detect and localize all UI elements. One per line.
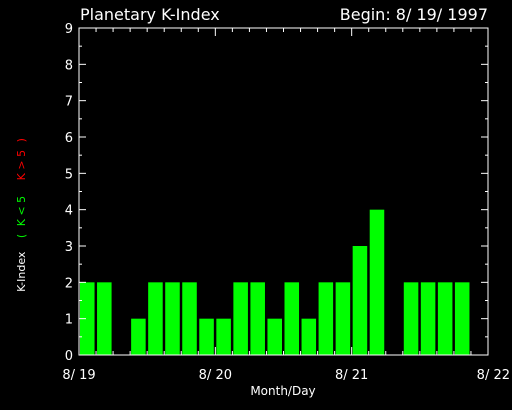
y-tick-label-4: 4 xyxy=(65,204,73,219)
bar-15 xyxy=(335,282,351,355)
x-tick-label-2: 8/ 21 xyxy=(335,368,368,383)
y-tick-label-7: 7 xyxy=(65,95,73,110)
bar-22 xyxy=(454,282,470,355)
y-tick-label-6: 6 xyxy=(65,131,73,146)
bar-5 xyxy=(165,282,180,355)
y-axis-label-low: K < 5 xyxy=(15,196,28,226)
bar-4 xyxy=(148,282,163,355)
bar-3 xyxy=(131,318,146,355)
y-tick-label-0: 0 xyxy=(65,349,73,364)
x-tick-label-1: 8/ 20 xyxy=(199,368,232,383)
bar-20 xyxy=(420,282,436,355)
bar-21 xyxy=(437,282,453,355)
bar-19 xyxy=(403,282,419,355)
x-tick-label-3: 8/ 22 xyxy=(477,368,510,383)
x-ticks-group: 8/ 19 8/ 20 8/ 21 8/ 22 xyxy=(62,28,510,383)
bar-11 xyxy=(267,318,282,355)
bar-12 xyxy=(284,282,300,355)
bar-0 xyxy=(80,282,95,355)
y-ticks-group: 0 1 2 3 4 5 6 7 8 9 xyxy=(65,22,488,364)
y-tick-label-2: 2 xyxy=(65,276,73,291)
y-tick-label-1: 1 xyxy=(65,313,73,328)
bar-10 xyxy=(250,282,265,355)
x-axis-label: Month/Day xyxy=(250,384,315,398)
bar-7 xyxy=(199,318,214,355)
bar-13 xyxy=(301,318,317,355)
y-tick-label-8: 8 xyxy=(65,58,73,73)
bars-group xyxy=(80,209,470,355)
bar-6 xyxy=(182,282,197,355)
y-axis-label-open-paren: ( xyxy=(15,234,28,238)
bar-1 xyxy=(97,282,112,355)
chart-title: Planetary K-Index xyxy=(80,5,220,24)
y-axis-label-close-paren: ) xyxy=(15,138,28,142)
bar-8 xyxy=(216,318,231,355)
bar-14 xyxy=(318,282,334,355)
y-axis-label-high: K > 5 xyxy=(15,150,28,180)
bar-17 xyxy=(369,209,385,355)
chart-subtitle: Begin: 8/ 19/ 1997 xyxy=(340,5,488,24)
y-axis-label-main: K-Index xyxy=(15,251,28,292)
y-tick-label-5: 5 xyxy=(65,167,73,182)
y-axis-label: K-Index ( K < 5 K > 5 ) xyxy=(15,138,28,292)
y-tick-label-3: 3 xyxy=(65,240,73,255)
x-tick-label-0: 8/ 19 xyxy=(62,368,95,383)
bar-16 xyxy=(352,246,368,355)
bar-9 xyxy=(233,282,248,355)
y-tick-label-9: 9 xyxy=(65,22,73,37)
